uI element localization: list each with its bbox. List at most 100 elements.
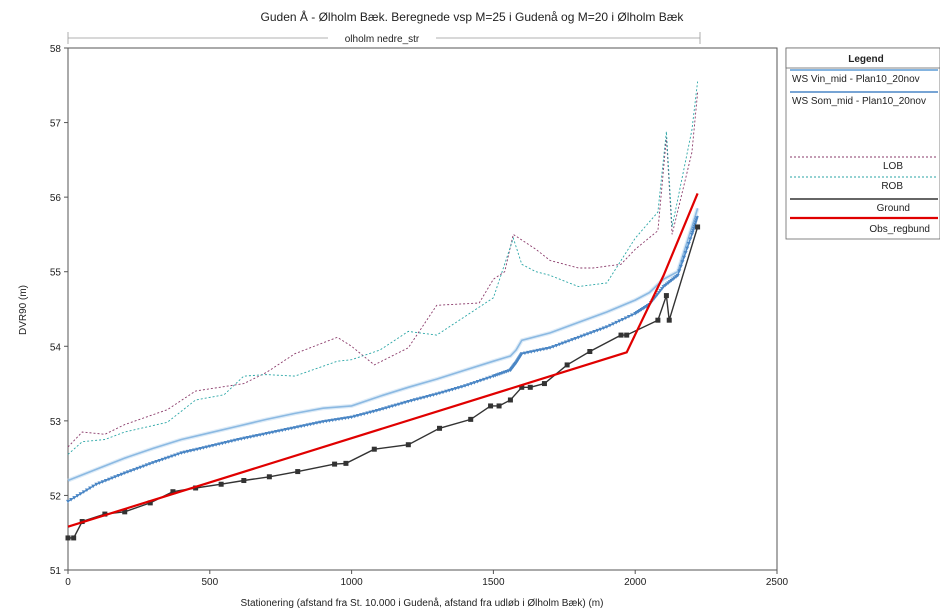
reach-marker: olholm nedre_str: [67, 31, 701, 45]
marker-ws_som: [214, 443, 219, 447]
plot-frame: [67, 47, 778, 571]
marker-ws_som: [384, 406, 389, 410]
marker-ws_som: [346, 416, 351, 420]
series-line-lob: [67, 92, 699, 448]
data-point-ground: [519, 384, 525, 390]
marker-ws_som: [248, 435, 253, 439]
marker-ws_som: [242, 436, 247, 441]
data-point-ground: [437, 425, 443, 431]
marker-ws_som: [321, 420, 326, 424]
series-line-rob: [67, 81, 699, 455]
legend-label-ws_vin: WS Vin_mid - Plan10_20nov: [792, 74, 920, 85]
x-tick-label: 2000: [624, 577, 647, 588]
marker-ws_som: [147, 462, 152, 466]
legend-label-ws_som: WS Som_mid - Plan10_20nov: [792, 96, 926, 107]
marker-ws_som: [333, 418, 338, 422]
marker-ws_som: [157, 458, 162, 463]
data-point-ground: [507, 397, 513, 403]
marker-ws_som: [113, 475, 118, 479]
marker-ws_som: [585, 332, 590, 336]
marker-ws_som: [548, 346, 553, 350]
data-point-ground: [488, 403, 494, 409]
marker-ws_som: [440, 390, 445, 395]
marker-ws_som: [604, 325, 609, 329]
marker-ws_som: [526, 350, 531, 355]
marker-ws_som: [535, 348, 540, 353]
legend-label-lob: LOB: [883, 161, 903, 172]
marker-ws_som: [125, 470, 130, 474]
y-tick-label: 51: [50, 566, 62, 577]
marker-ws_som: [296, 425, 301, 429]
marker-ws_som: [217, 442, 222, 446]
marker-ws_som: [393, 403, 398, 408]
marker-ws_som: [223, 440, 228, 445]
marker-ws_som: [576, 335, 581, 340]
y-tick-label: 52: [50, 491, 62, 502]
marker-ws_som: [94, 482, 99, 487]
data-point-ground: [496, 403, 502, 409]
marker-ws_som: [336, 417, 341, 422]
marker-ws_som: [418, 396, 423, 401]
marker-ws_som: [185, 449, 190, 454]
marker-ws_som: [132, 468, 137, 472]
marker-ws_som: [595, 328, 600, 333]
marker-ws_som: [437, 391, 442, 396]
marker-ws_som: [693, 222, 698, 227]
data-point-ground: [405, 442, 411, 448]
marker-ws_som: [447, 388, 452, 393]
data-point-ground: [295, 469, 301, 475]
marker-ws_som: [598, 327, 603, 332]
series-layer: [65, 81, 701, 541]
marker-ws_som: [412, 398, 417, 402]
marker-ws_som: [623, 316, 628, 320]
marker-ws_som: [195, 447, 200, 452]
marker-ws_som: [210, 443, 215, 448]
chart-title: Guden Å - Ølholm Bæk. Beregnede vsp M=25…: [261, 9, 685, 24]
marker-ws_som: [371, 409, 376, 414]
marker-ws_som: [488, 375, 493, 380]
marker-ws_som: [693, 220, 698, 224]
marker-ws_som: [688, 237, 693, 241]
marker-ws_som: [573, 336, 578, 341]
marker-ws_som: [349, 415, 354, 420]
marker-ws_som: [308, 422, 313, 427]
marker-ws_som: [160, 457, 165, 462]
data-point-ground: [564, 362, 570, 368]
marker-ws_som: [620, 317, 625, 322]
marker-ws_som: [91, 484, 96, 489]
marker-ws_som: [582, 333, 587, 338]
marker-ws_som: [475, 380, 480, 384]
marker-ws_som: [691, 228, 696, 233]
legend: Legend WS Vin_mid - Plan10_20nov WS Som_m…: [785, 47, 940, 240]
marker-ws_som: [141, 464, 146, 469]
marker-ws_som: [431, 393, 436, 397]
marker-ws_som: [387, 405, 392, 409]
marker-ws_som: [529, 350, 534, 354]
marker-ws_som: [409, 399, 414, 403]
marker-ws_som: [359, 413, 364, 417]
data-point-ground: [122, 509, 128, 515]
marker-ws_som: [557, 342, 562, 347]
marker-ws_som: [220, 441, 225, 446]
series-halo-ws_vin: [67, 207, 700, 483]
marker-ws_som: [144, 463, 149, 467]
legend-title: Legend: [848, 54, 884, 65]
marker-ws_som: [686, 242, 691, 246]
marker-ws_som: [444, 389, 449, 394]
marker-ws_som: [88, 486, 93, 491]
marker-ws_som: [685, 246, 690, 251]
legend-box: [785, 47, 940, 240]
marker-ws_som: [207, 444, 212, 449]
y-tick-label: 56: [50, 193, 62, 204]
x-axis-label: Stationering (afstand fra St. 10.000 i G…: [241, 597, 604, 609]
marker-ws_som: [318, 420, 323, 425]
marker-ws_som: [434, 392, 439, 397]
marker-ws_som: [390, 404, 395, 409]
marker-ws_som: [100, 480, 105, 484]
marker-ws_som: [519, 352, 524, 356]
data-point-ground: [587, 349, 593, 355]
marker-ws_som: [611, 322, 616, 326]
marker-ws_som: [422, 395, 427, 400]
marker-ws_som: [601, 326, 606, 331]
